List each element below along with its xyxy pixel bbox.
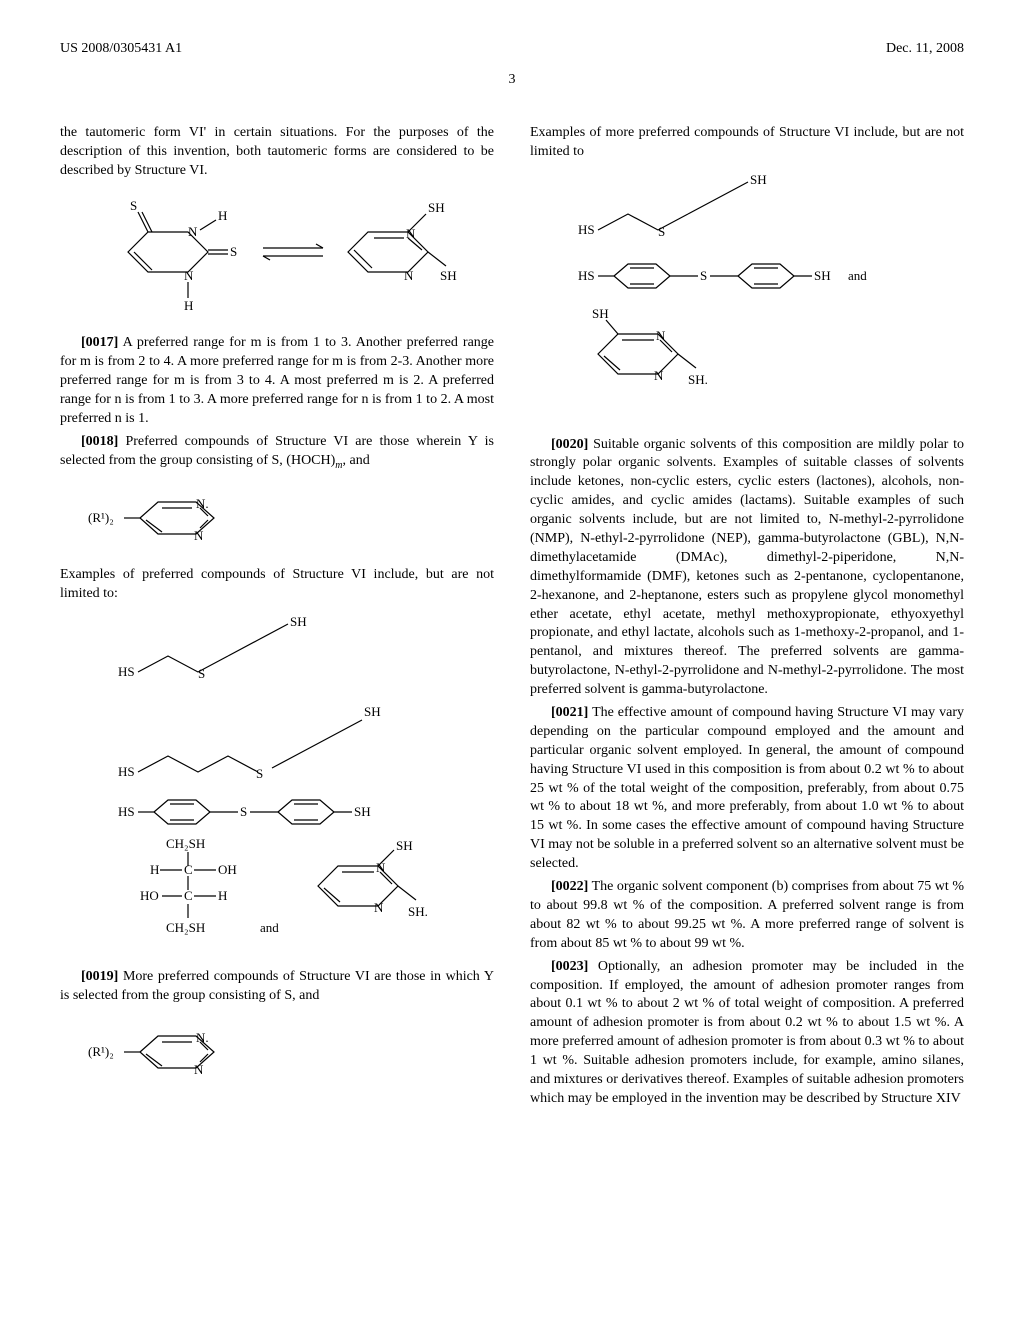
svg-text:S: S: [256, 766, 263, 781]
svg-text:SH: SH: [354, 804, 371, 819]
tautomer-figure: S N H S N H: [88, 192, 494, 322]
svg-text:HS: HS: [578, 268, 595, 283]
para-0022-num: [0022]: [551, 879, 588, 894]
svg-text:S: S: [130, 198, 137, 213]
svg-text:S: S: [240, 804, 247, 819]
svg-text:and: and: [260, 920, 279, 935]
svg-text:N: N: [188, 224, 198, 239]
svg-text:SH: SH: [750, 174, 767, 187]
svg-text:H: H: [150, 862, 159, 877]
para-0022-text: The organic solvent component (b) compri…: [530, 879, 964, 951]
svg-text:H: H: [218, 888, 227, 903]
intro-text: the tautomeric form VI' in certain situa…: [60, 124, 494, 181]
svg-text:SH: SH: [428, 200, 445, 215]
svg-text:N: N: [654, 368, 664, 383]
page-header: US 2008/0305431 A1 Dec. 11, 2008: [60, 40, 964, 59]
svg-text:SH.: SH.: [408, 904, 428, 919]
publication-date: Dec. 11, 2008: [886, 40, 964, 59]
para-0018-sub: m: [335, 460, 342, 471]
svg-text:HO: HO: [140, 888, 159, 903]
svg-text:SH: SH: [814, 268, 831, 283]
publication-number: US 2008/0305431 A1: [60, 40, 182, 59]
svg-text:HS: HS: [118, 764, 135, 779]
svg-text:N.: N.: [196, 1030, 209, 1045]
svg-text:N: N: [194, 528, 204, 543]
svg-text:(R¹)₂: (R¹)₂: [88, 1044, 114, 1059]
svg-text:N.: N.: [196, 496, 209, 511]
content-columns: the tautomeric form VI' in certain situa…: [60, 120, 964, 1113]
para-0023: [0023] Optionally, an adhesion promoter …: [530, 958, 964, 1109]
svg-text:S: S: [658, 224, 665, 239]
para-0018-text-b: , and: [343, 453, 370, 468]
svg-text:CH₂SH: CH₂SH: [166, 920, 205, 935]
right-column: Examples of more preferred compounds of …: [530, 120, 964, 1113]
para-0018c: Examples of preferred compounds of Struc…: [60, 566, 494, 604]
svg-text:C: C: [184, 862, 193, 877]
svg-text:SH: SH: [592, 306, 609, 321]
svg-text:SH: SH: [364, 704, 381, 719]
svg-text:and: and: [848, 268, 867, 283]
svg-text:CH₂SH: CH₂SH: [166, 836, 205, 851]
svg-text:N: N: [374, 900, 384, 915]
left-column: the tautomeric form VI' in certain situa…: [60, 120, 494, 1113]
para-0017-text: A preferred range for m is from 1 to 3. …: [60, 335, 494, 426]
para-0019-num: [0019]: [81, 969, 118, 984]
para-0022: [0022] The organic solvent component (b)…: [530, 878, 964, 954]
para-0018-text-a: Preferred compounds of Structure VI are …: [60, 434, 494, 468]
col2-intro: Examples of more preferred compounds of …: [530, 124, 964, 162]
svg-text:HS: HS: [118, 804, 135, 819]
svg-text:S: S: [230, 244, 237, 259]
svg-text:N: N: [406, 226, 416, 241]
pyrimidine-fragment-1: (R¹)₂ N. N: [88, 484, 494, 554]
para-0023-num: [0023]: [551, 959, 588, 974]
para-0020: [0020] Suitable organic solvents of this…: [530, 436, 964, 700]
svg-text:H: H: [184, 298, 193, 313]
para-0019: [0019] More preferred compounds of Struc…: [60, 968, 494, 1006]
para-0019-text: More preferred compounds of Structure VI…: [60, 969, 494, 1003]
para-0018: [0018] Preferred compounds of Structure …: [60, 433, 494, 472]
para-0017-num: [0017]: [81, 335, 118, 350]
svg-text:HS: HS: [578, 222, 595, 237]
para-0018-num: [0018]: [81, 434, 118, 449]
svg-text:H: H: [218, 208, 227, 223]
svg-text:(R¹)₂: (R¹)₂: [88, 510, 114, 525]
examples-figure: HS S SH HS S SH HS: [88, 616, 494, 956]
para-0020-num: [0020]: [551, 437, 588, 452]
svg-text:HS: HS: [118, 664, 135, 679]
preferred-examples-figure: HS S SH HS S SH an: [558, 174, 964, 424]
svg-text:N: N: [404, 268, 414, 283]
para-0021: [0021] The effective amount of compound …: [530, 704, 964, 874]
page-number: 3: [60, 71, 964, 90]
svg-text:OH: OH: [218, 862, 237, 877]
svg-text:N: N: [184, 268, 194, 283]
para-0021-text: The effective amount of compound having …: [530, 705, 964, 871]
para-0017: [0017] A preferred range for m is from 1…: [60, 334, 494, 428]
svg-text:S: S: [700, 268, 707, 283]
svg-text:SH: SH: [290, 616, 307, 629]
svg-text:N: N: [194, 1062, 204, 1077]
para-0020-text: Suitable organic solvents of this compos…: [530, 437, 964, 698]
para-0021-num: [0021]: [551, 705, 588, 720]
svg-text:SH.: SH.: [688, 372, 708, 387]
para-0023-text: Optionally, an adhesion promoter may be …: [530, 959, 964, 1106]
svg-text:SH: SH: [396, 838, 413, 853]
svg-text:C: C: [184, 888, 193, 903]
svg-text:SH: SH: [440, 268, 457, 283]
pyrimidine-fragment-2: (R¹)₂ N. N: [88, 1018, 494, 1088]
svg-text:S: S: [198, 666, 205, 681]
